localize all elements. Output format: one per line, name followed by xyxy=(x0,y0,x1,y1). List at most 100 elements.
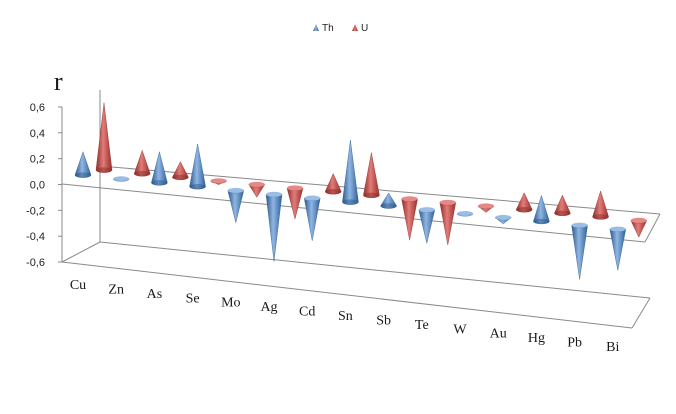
cone-base xyxy=(439,199,456,205)
legend-swatch-th xyxy=(313,24,319,31)
x-tick-label: Se xyxy=(186,291,200,306)
cone-u-ag xyxy=(286,185,304,220)
cone-base xyxy=(189,183,206,190)
legend-label-u: U xyxy=(361,23,368,34)
cone-base xyxy=(325,189,342,195)
cone-base xyxy=(533,218,550,224)
cone-body xyxy=(571,225,588,280)
cone-base xyxy=(401,196,418,202)
cone-base xyxy=(457,211,473,217)
cone-body xyxy=(189,143,206,190)
y-tick-label: -0,6 xyxy=(26,257,45,269)
cone-th-au xyxy=(494,214,512,225)
cone-body xyxy=(342,139,359,205)
cone-u-mo xyxy=(248,181,266,198)
cone-u-te xyxy=(439,199,456,246)
cone-base xyxy=(478,203,494,209)
x-tick-label: As xyxy=(147,287,163,302)
legend-swatch-u xyxy=(352,24,358,31)
cone-base xyxy=(342,199,359,205)
cone-th-ag xyxy=(265,191,283,262)
zero-plane-right xyxy=(644,213,661,243)
y-tick-label: 0,6 xyxy=(30,102,45,114)
cone-base xyxy=(304,195,321,201)
x-tick-label: Cd xyxy=(299,305,315,320)
cone-body xyxy=(286,187,304,220)
data-cones xyxy=(74,102,647,280)
cone-th-as xyxy=(151,151,168,186)
x-tick-label: W xyxy=(453,322,467,337)
cone-body xyxy=(418,209,435,244)
y-tick-label: -0,2 xyxy=(26,205,45,217)
cone-body xyxy=(363,152,380,198)
x-tick-label: Zn xyxy=(108,282,124,297)
cone-u-bi xyxy=(630,217,647,238)
x-tick-label: Sb xyxy=(376,313,391,328)
zero-plane-front xyxy=(61,183,646,243)
front-floor-edge xyxy=(61,261,633,329)
cone-u-sn xyxy=(363,152,380,198)
cone-base xyxy=(227,187,244,194)
cone-base xyxy=(592,214,609,220)
back-floor-edge xyxy=(99,241,651,299)
cone-base xyxy=(571,222,588,228)
cone-base xyxy=(210,178,227,184)
cone-th-cu xyxy=(74,151,92,178)
legend: Th U xyxy=(313,23,368,34)
floor-right-edge xyxy=(631,297,651,329)
x-tick-label: Hg xyxy=(528,331,545,346)
legend-item-u: U xyxy=(352,23,368,34)
x-tick-label: Cu xyxy=(70,278,86,293)
cone-base xyxy=(630,217,647,223)
cone-base xyxy=(380,203,397,209)
x-tick-label: Bi xyxy=(606,340,619,355)
cone-u-au xyxy=(515,192,533,213)
cone-base xyxy=(418,207,435,213)
cone-u-as xyxy=(172,161,189,180)
cone-u-cd xyxy=(324,173,342,195)
cone-base xyxy=(516,207,533,213)
cone-th-sn xyxy=(342,139,359,205)
cone-u-cu xyxy=(95,102,113,173)
cone-base xyxy=(554,210,571,216)
cone-u-se xyxy=(210,178,227,185)
y-tick-label: -0,4 xyxy=(26,231,45,243)
y-tick-label: 0,0 xyxy=(30,180,45,192)
series-u xyxy=(95,102,647,246)
cone-th-pb xyxy=(571,222,588,280)
cone-u-w xyxy=(477,203,495,213)
legend-label-th: Th xyxy=(322,23,334,34)
y-axis-title: r xyxy=(54,67,63,96)
cone-body xyxy=(609,228,626,271)
cone-th-te xyxy=(418,207,435,244)
cone-base xyxy=(248,181,265,187)
cone-body xyxy=(304,198,321,241)
cone-u-sb xyxy=(401,196,418,241)
cone-body xyxy=(265,194,283,262)
y-tick-label: 0,2 xyxy=(30,154,45,166)
cone-u-zn xyxy=(133,149,151,177)
x-tick-label: Pb xyxy=(567,336,582,351)
cone-th-hg xyxy=(533,194,550,225)
floor-left-edge xyxy=(61,241,101,263)
legend-item-th: Th xyxy=(313,23,334,34)
y-ticks: 0,6 0,4 0,2 0,0 -0,2 -0,4 -0,6 xyxy=(26,102,62,269)
cone-base xyxy=(609,226,626,232)
cone-base xyxy=(363,192,380,198)
cone-th-mo xyxy=(227,187,244,223)
cone-base xyxy=(113,176,130,182)
y-tick-label: 0,4 xyxy=(30,128,45,140)
cone-th-sb xyxy=(380,192,397,209)
cone-base xyxy=(495,214,512,221)
x-tick-label: Au xyxy=(490,327,507,342)
cone-base xyxy=(96,167,112,173)
x-tick-label: Ag xyxy=(260,300,277,315)
cone-th-w xyxy=(456,211,474,217)
cone-th-bi xyxy=(609,226,626,271)
cone-base xyxy=(75,172,91,178)
cone-th-zn xyxy=(112,176,130,182)
cone-th-se xyxy=(189,143,206,190)
x-tick-label: Mo xyxy=(221,296,240,311)
cone-base xyxy=(266,191,282,197)
